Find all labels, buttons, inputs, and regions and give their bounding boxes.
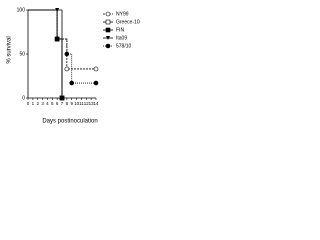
marker [105, 27, 111, 33]
marker [93, 66, 99, 72]
legend-label: Greece-10 [116, 19, 140, 25]
y-tick-label: 100 [17, 7, 26, 13]
x-tick-label: 7 [61, 101, 64, 106]
x-tick-label: 5 [51, 101, 54, 106]
x-tick-label: 0 [27, 101, 30, 106]
y-tick-label: 50 [19, 51, 25, 57]
marker [105, 19, 111, 25]
marker [105, 11, 111, 17]
marker [93, 80, 99, 86]
legend-label: Ita09 [116, 35, 127, 41]
marker [69, 80, 75, 86]
x-tick-label: 2 [36, 101, 39, 106]
marker [55, 8, 60, 12]
x-tick-label: 9 [70, 101, 73, 106]
y-axis-label: % survival [7, 36, 13, 63]
x-tick-label: 8 [66, 101, 69, 106]
marker [64, 51, 70, 57]
marker [106, 36, 110, 40]
marker [60, 96, 64, 100]
x-tick-label: 13 [89, 101, 95, 106]
x-tick-label: 3 [41, 101, 44, 106]
x-tick-label: 10 [74, 101, 80, 106]
legend-label: 578/10 [116, 43, 132, 49]
y-tick-label: 0 [22, 95, 25, 101]
x-tick-label: 6 [56, 101, 59, 106]
x-tick-label: 14 [93, 101, 99, 106]
x-tick-label: 11 [79, 101, 84, 106]
legend-label: NY99 [116, 11, 129, 17]
x-axis-label: Days postinoculation [42, 119, 97, 125]
x-tick-label: 1 [32, 101, 35, 106]
marker [54, 36, 60, 42]
marker [105, 43, 111, 49]
legend-label: FIN [116, 27, 124, 33]
x-tick-label: 4 [46, 101, 49, 106]
x-tick-label: 12 [84, 101, 90, 106]
marker [64, 66, 70, 72]
